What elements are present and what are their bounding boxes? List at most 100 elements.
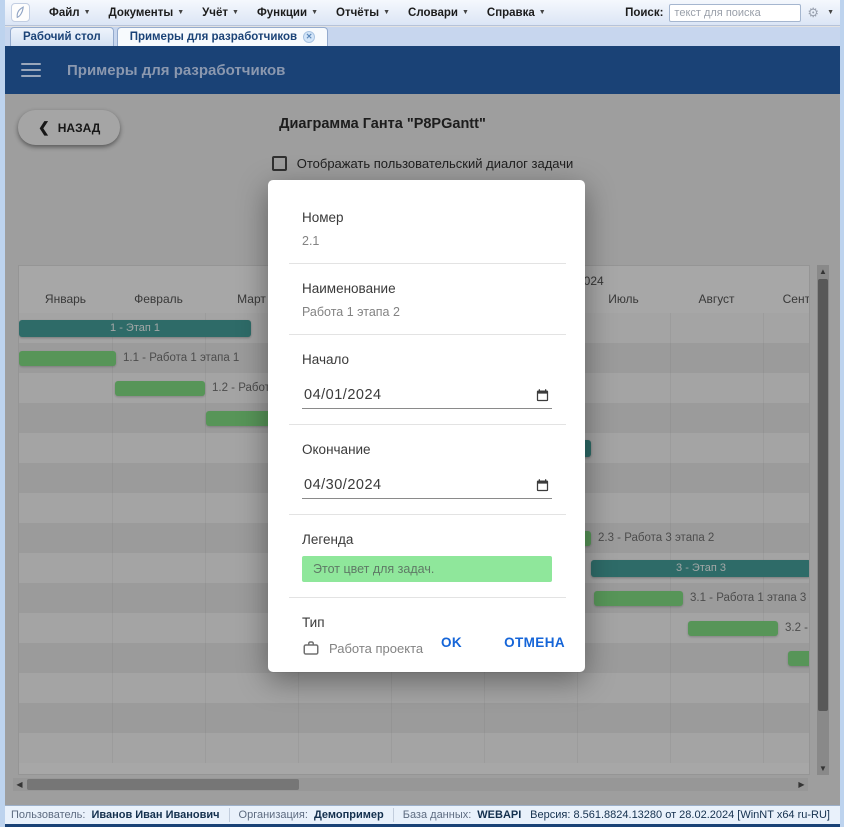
gridline [670,523,671,553]
name-label: Наименование [302,281,396,296]
type-value: Работа проекта [329,640,424,656]
gridline [670,703,671,733]
menu-dictionaries[interactable]: Словари ▼ [408,6,469,19]
gridline [763,403,764,433]
divider [289,514,566,515]
checkbox-label: Отображать пользовательский диалог задач… [296,156,574,171]
gantt-bar-task[interactable] [594,591,683,606]
scroll-down-icon[interactable]: ▼ [819,764,827,773]
gantt-row [19,703,809,733]
gridline [112,433,113,463]
start-date-input[interactable]: 04/01/2024 [302,381,552,409]
gridline [484,733,485,763]
menu-reports[interactable]: Отчёты ▼ [336,6,391,19]
gridline [205,493,206,523]
horizontal-scrollbar-thumb[interactable] [27,779,299,790]
gantt-bar-task[interactable] [788,651,809,666]
chevron-down-icon: ▼ [232,9,239,16]
scroll-right-icon[interactable]: ▶ [798,780,805,789]
menu-help[interactable]: Справка ▼ [486,6,546,19]
gridline [763,583,764,613]
vertical-scrollbar[interactable]: ▲ ▼ [817,265,829,775]
chevron-down-icon: ▼ [461,9,469,16]
checkbox[interactable] [271,156,287,171]
gridline [763,493,764,523]
gridline [112,403,113,433]
org-value: Демопример [313,809,384,821]
gridline [112,463,113,493]
chevron-down-icon[interactable]: ▼ [827,9,834,16]
gantt-bar-task[interactable] [19,351,116,366]
tab-developer-examples[interactable]: Примеры для разработчиков ✕ [116,27,329,46]
gear-icon[interactable]: ⚙ [807,5,820,20]
number-value: 2.1 [302,234,320,248]
menu-documents[interactable]: Документы ▼ [108,6,185,19]
custom-dialog-checkbox-row: Отображать пользовательский диалог задач… [5,156,840,171]
chevron-down-icon: ▼ [311,9,318,16]
start-date-value: 04/01/2024 [304,387,382,403]
chevron-down-icon: ▼ [177,9,185,16]
type-label: Тип [302,615,325,630]
menu-functions[interactable]: Функции ▼ [256,6,318,19]
chevron-left-icon: ❮ [38,119,50,135]
ok-button[interactable]: OK [437,629,466,656]
page-title: Диаграмма Ганта "P8PGantt" [279,116,486,132]
db-value: WEBAPI [477,809,522,821]
gridline [205,733,206,763]
legend-text: Этот цвет для задач. [313,562,435,576]
gridline [391,703,392,733]
gridline [205,643,206,673]
menu-accounting[interactable]: Учёт ▼ [202,6,239,19]
end-date-input[interactable]: 04/30/2024 [302,471,552,499]
name-value: Работа 1 этапа 2 [302,305,400,319]
scroll-left-icon[interactable]: ◀ [16,780,23,789]
gridline [112,703,113,733]
gridline [205,403,206,433]
gridline [763,733,764,763]
gridline [205,583,206,613]
calendar-icon[interactable] [535,388,550,403]
gridline [670,433,671,463]
gridline [112,553,113,583]
tab-desktop[interactable]: Рабочий стол [10,27,114,46]
gantt-bar-task[interactable] [688,621,778,636]
divider [289,424,566,425]
gridline [205,433,206,463]
status-bar: Пользователь: Иванов Иван Иванович Орган… [5,805,840,827]
gridline [112,523,113,553]
gantt-bar-label: 3.1 - Работа 1 этапа 3 [690,592,807,604]
close-icon[interactable]: ✕ [303,31,316,43]
gantt-bar-label: 1.1 - Работа 1 этапа 1 [123,352,240,364]
search-input[interactable] [669,3,802,22]
hamburger-menu-icon[interactable] [21,63,41,77]
gridline [298,703,299,733]
back-button[interactable]: ❮ НАЗАД [18,110,121,145]
gridline [577,733,578,763]
gantt-bar-stage[interactable]: 1 - Этап 1 [19,320,251,337]
gridline [112,613,113,643]
gantt-bar-stage[interactable]: 3 - Этап 3 [591,560,809,577]
scroll-up-icon[interactable]: ▲ [819,267,827,276]
app-logo-icon [11,3,30,22]
calendar-icon[interactable] [535,478,550,493]
search-label: Поиск: [625,6,664,19]
chevron-down-icon: ▼ [538,9,546,16]
menu-file[interactable]: Файл ▼ [49,6,91,19]
gantt-row [19,673,809,703]
user-label: Пользователь: [11,809,86,821]
cancel-button[interactable]: ОТМЕНА [500,629,569,656]
gantt-bar-task[interactable] [115,381,205,396]
separator [392,808,394,822]
gantt-bar-label: 3.2 - Работа 2 этапа 3 [785,622,809,634]
horizontal-scrollbar[interactable]: ◀ ▶ [13,778,808,791]
vertical-scrollbar-thumb[interactable] [818,279,828,711]
gridline [577,703,578,733]
gridline [670,343,671,373]
gantt-month-label: Август [698,292,735,306]
gridline [763,703,764,733]
dialog-buttons: OK ОТМЕНА [437,629,569,656]
gridline [763,463,764,493]
gridline [112,373,113,403]
gridline [763,343,764,373]
